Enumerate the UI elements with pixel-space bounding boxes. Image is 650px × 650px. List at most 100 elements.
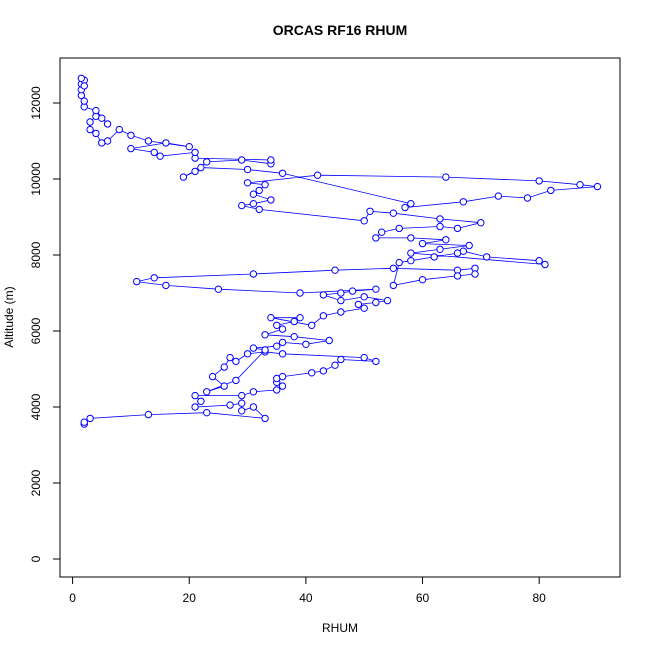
data-point xyxy=(407,249,415,257)
data-point xyxy=(442,236,450,244)
data-point xyxy=(482,253,491,261)
chart-title: ORCAS RF16 RHUM xyxy=(273,22,408,38)
data-point xyxy=(238,399,246,407)
data-point xyxy=(360,353,368,362)
data-point xyxy=(360,217,368,225)
data-point xyxy=(372,298,380,307)
data-point xyxy=(593,182,602,191)
data-point xyxy=(243,165,252,174)
data-point xyxy=(541,260,549,269)
data-point xyxy=(290,317,298,326)
data-point xyxy=(325,336,333,345)
data-point xyxy=(92,106,100,115)
data-point xyxy=(389,281,398,290)
data-point xyxy=(80,82,88,90)
data-point xyxy=(395,224,403,233)
data-point xyxy=(249,403,258,411)
x-tick-label: 40 xyxy=(299,591,313,605)
data-point xyxy=(249,344,258,352)
data-point xyxy=(360,293,368,301)
data-point xyxy=(261,414,269,423)
data-point xyxy=(144,410,153,419)
data-point xyxy=(243,179,252,187)
data-point xyxy=(389,264,398,272)
data-point xyxy=(278,372,287,381)
data-point xyxy=(331,266,339,274)
data-point xyxy=(290,332,298,341)
data-point xyxy=(407,199,415,208)
data-point xyxy=(77,74,86,82)
data-point xyxy=(418,239,427,248)
data-point xyxy=(197,397,205,405)
data-point xyxy=(401,203,409,212)
data-point xyxy=(203,158,211,166)
data-point xyxy=(576,180,584,189)
data-point xyxy=(308,321,316,329)
data-point xyxy=(436,215,444,223)
data-point xyxy=(267,156,275,164)
data-point xyxy=(208,372,217,381)
data-point xyxy=(162,281,170,290)
data-point xyxy=(197,163,205,172)
data-point xyxy=(372,357,380,366)
data-point xyxy=(203,408,211,417)
data-point xyxy=(261,346,269,354)
data-point xyxy=(203,388,211,396)
y-tick-label: 2000 xyxy=(29,469,43,496)
data-point xyxy=(179,173,188,181)
data-point xyxy=(238,407,246,415)
data-point xyxy=(133,277,141,286)
data-point xyxy=(535,177,543,185)
data-point xyxy=(249,270,258,278)
data-point xyxy=(273,386,281,394)
data-point xyxy=(267,313,275,322)
data-point xyxy=(319,367,328,375)
data-point xyxy=(296,289,304,297)
data-point xyxy=(354,300,363,309)
data-point xyxy=(348,287,357,295)
data-point xyxy=(261,180,269,189)
data-point xyxy=(389,209,398,217)
data-point xyxy=(261,331,269,339)
data-point xyxy=(360,304,368,312)
data-point xyxy=(185,142,193,151)
data-point xyxy=(535,256,543,265)
data-point xyxy=(366,207,374,215)
x-tick-label: 60 xyxy=(416,591,430,605)
data-point xyxy=(372,285,380,293)
data-point xyxy=(232,357,240,366)
data-point xyxy=(465,241,473,250)
data-point xyxy=(407,256,415,265)
x-tick-label: 20 xyxy=(183,591,197,605)
data-point xyxy=(127,144,135,153)
data-point xyxy=(442,173,450,181)
data-point xyxy=(383,296,392,305)
data-point xyxy=(156,152,164,160)
data-point xyxy=(494,192,503,200)
data-point xyxy=(226,401,234,409)
data-point xyxy=(86,118,94,126)
data-point xyxy=(337,296,345,305)
y-tick-label: 8000 xyxy=(29,241,43,268)
data-point xyxy=(436,245,444,253)
plot-frame xyxy=(59,57,621,578)
data-point xyxy=(337,355,345,364)
y-tick-label: 6000 xyxy=(29,317,43,344)
data-point xyxy=(127,131,135,139)
data-point xyxy=(98,139,106,147)
data-point xyxy=(226,353,234,362)
data-point xyxy=(337,308,345,316)
data-point xyxy=(232,376,240,385)
data-point xyxy=(331,361,339,369)
data-point xyxy=(459,247,468,255)
data-point xyxy=(191,403,199,411)
data-point xyxy=(453,224,462,233)
x-tick-label: 80 xyxy=(532,591,546,605)
data-point xyxy=(150,148,158,157)
data-point xyxy=(418,275,427,284)
data-point xyxy=(243,350,252,358)
x-tick-label: 0 xyxy=(69,591,76,605)
data-point xyxy=(249,199,258,208)
data-point xyxy=(302,340,310,348)
